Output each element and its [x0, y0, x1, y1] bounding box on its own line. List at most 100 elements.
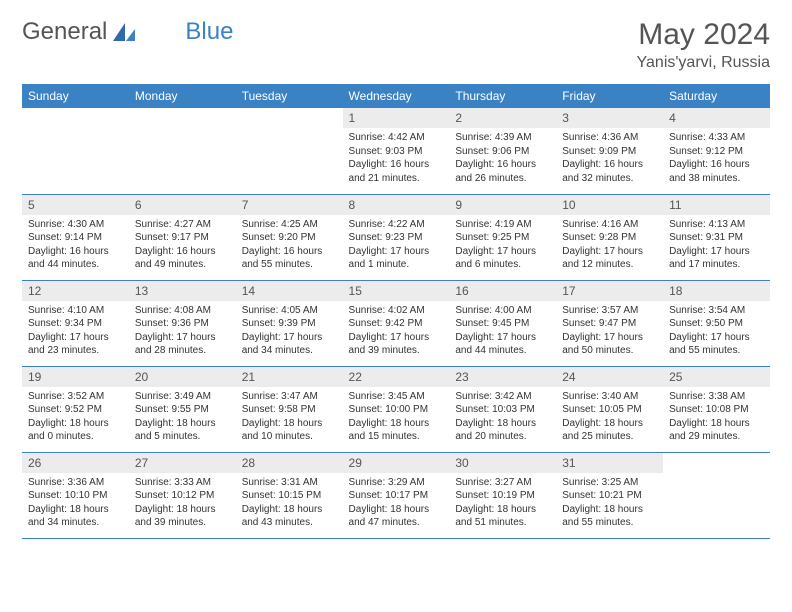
day-number: 7: [236, 195, 343, 215]
calendar-cell: 28Sunrise: 3:31 AMSunset: 10:15 PMDaylig…: [236, 452, 343, 538]
day-number: 9: [449, 195, 556, 215]
day-details: Sunrise: 4:42 AMSunset: 9:03 PMDaylight:…: [343, 128, 450, 189]
day-number: 29: [343, 453, 450, 473]
calendar-cell: 2Sunrise: 4:39 AMSunset: 9:06 PMDaylight…: [449, 108, 556, 194]
day-details: Sunrise: 3:31 AMSunset: 10:15 PMDaylight…: [236, 473, 343, 534]
calendar-cell: [129, 108, 236, 194]
logo-text-2: Blue: [185, 18, 233, 46]
day-details: Sunrise: 4:10 AMSunset: 9:34 PMDaylight:…: [22, 301, 129, 362]
day-number: 30: [449, 453, 556, 473]
calendar-body: 1Sunrise: 4:42 AMSunset: 9:03 PMDaylight…: [22, 108, 770, 538]
day-number: 31: [556, 453, 663, 473]
day-number: 6: [129, 195, 236, 215]
calendar-cell: 21Sunrise: 3:47 AMSunset: 9:58 PMDayligh…: [236, 366, 343, 452]
calendar-cell: 19Sunrise: 3:52 AMSunset: 9:52 PMDayligh…: [22, 366, 129, 452]
day-details: Sunrise: 4:30 AMSunset: 9:14 PMDaylight:…: [22, 215, 129, 276]
day-details: Sunrise: 3:27 AMSunset: 10:19 PMDaylight…: [449, 473, 556, 534]
day-number: 22: [343, 367, 450, 387]
day-details: Sunrise: 3:54 AMSunset: 9:50 PMDaylight:…: [663, 301, 770, 362]
day-number: 28: [236, 453, 343, 473]
day-number: 11: [663, 195, 770, 215]
location: Yanis'yarvi, Russia: [637, 54, 770, 72]
day-details: Sunrise: 4:08 AMSunset: 9:36 PMDaylight:…: [129, 301, 236, 362]
calendar-cell: 18Sunrise: 3:54 AMSunset: 9:50 PMDayligh…: [663, 280, 770, 366]
calendar-cell: 23Sunrise: 3:42 AMSunset: 10:03 PMDaylig…: [449, 366, 556, 452]
day-details: Sunrise: 4:02 AMSunset: 9:42 PMDaylight:…: [343, 301, 450, 362]
calendar-cell: 15Sunrise: 4:02 AMSunset: 9:42 PMDayligh…: [343, 280, 450, 366]
day-details: Sunrise: 3:57 AMSunset: 9:47 PMDaylight:…: [556, 301, 663, 362]
calendar-week: 1Sunrise: 4:42 AMSunset: 9:03 PMDaylight…: [22, 108, 770, 194]
calendar-cell: [236, 108, 343, 194]
weekday-header: Monday: [129, 84, 236, 108]
day-number: 14: [236, 281, 343, 301]
day-number: 4: [663, 108, 770, 128]
calendar-cell: 30Sunrise: 3:27 AMSunset: 10:19 PMDaylig…: [449, 452, 556, 538]
calendar-cell: [663, 452, 770, 538]
day-number: 24: [556, 367, 663, 387]
day-details: Sunrise: 3:36 AMSunset: 10:10 PMDaylight…: [22, 473, 129, 534]
calendar-cell: 11Sunrise: 4:13 AMSunset: 9:31 PMDayligh…: [663, 194, 770, 280]
calendar-week: 12Sunrise: 4:10 AMSunset: 9:34 PMDayligh…: [22, 280, 770, 366]
day-number: 18: [663, 281, 770, 301]
day-details: Sunrise: 4:05 AMSunset: 9:39 PMDaylight:…: [236, 301, 343, 362]
day-details: Sunrise: 4:00 AMSunset: 9:45 PMDaylight:…: [449, 301, 556, 362]
weekday-row: SundayMondayTuesdayWednesdayThursdayFrid…: [22, 84, 770, 108]
weekday-header: Saturday: [663, 84, 770, 108]
calendar-cell: 27Sunrise: 3:33 AMSunset: 10:12 PMDaylig…: [129, 452, 236, 538]
day-number: 12: [22, 281, 129, 301]
day-details: Sunrise: 3:45 AMSunset: 10:00 PMDaylight…: [343, 387, 450, 448]
day-number: 3: [556, 108, 663, 128]
calendar-cell: 25Sunrise: 3:38 AMSunset: 10:08 PMDaylig…: [663, 366, 770, 452]
calendar-cell: 6Sunrise: 4:27 AMSunset: 9:17 PMDaylight…: [129, 194, 236, 280]
calendar-cell: 8Sunrise: 4:22 AMSunset: 9:23 PMDaylight…: [343, 194, 450, 280]
day-details: Sunrise: 3:38 AMSunset: 10:08 PMDaylight…: [663, 387, 770, 448]
day-number: 5: [22, 195, 129, 215]
day-number: 8: [343, 195, 450, 215]
calendar-week: 26Sunrise: 3:36 AMSunset: 10:10 PMDaylig…: [22, 452, 770, 538]
calendar-cell: [22, 108, 129, 194]
calendar-cell: 12Sunrise: 4:10 AMSunset: 9:34 PMDayligh…: [22, 280, 129, 366]
day-number: 26: [22, 453, 129, 473]
calendar-cell: 22Sunrise: 3:45 AMSunset: 10:00 PMDaylig…: [343, 366, 450, 452]
calendar: SundayMondayTuesdayWednesdayThursdayFrid…: [22, 84, 770, 539]
day-details: Sunrise: 3:47 AMSunset: 9:58 PMDaylight:…: [236, 387, 343, 448]
day-number: 17: [556, 281, 663, 301]
day-number: 16: [449, 281, 556, 301]
calendar-week: 5Sunrise: 4:30 AMSunset: 9:14 PMDaylight…: [22, 194, 770, 280]
day-number: 20: [129, 367, 236, 387]
day-number: 13: [129, 281, 236, 301]
calendar-cell: 31Sunrise: 3:25 AMSunset: 10:21 PMDaylig…: [556, 452, 663, 538]
day-details: Sunrise: 4:22 AMSunset: 9:23 PMDaylight:…: [343, 215, 450, 276]
calendar-cell: 1Sunrise: 4:42 AMSunset: 9:03 PMDaylight…: [343, 108, 450, 194]
weekday-header: Wednesday: [343, 84, 450, 108]
day-details: Sunrise: 3:29 AMSunset: 10:17 PMDaylight…: [343, 473, 450, 534]
calendar-cell: 3Sunrise: 4:36 AMSunset: 9:09 PMDaylight…: [556, 108, 663, 194]
day-details: Sunrise: 4:19 AMSunset: 9:25 PMDaylight:…: [449, 215, 556, 276]
day-details: Sunrise: 3:25 AMSunset: 10:21 PMDaylight…: [556, 473, 663, 534]
weekday-header: Friday: [556, 84, 663, 108]
day-number: 21: [236, 367, 343, 387]
day-details: Sunrise: 3:49 AMSunset: 9:55 PMDaylight:…: [129, 387, 236, 448]
logo: General Blue: [22, 18, 233, 46]
weekday-header: Tuesday: [236, 84, 343, 108]
calendar-cell: 17Sunrise: 3:57 AMSunset: 9:47 PMDayligh…: [556, 280, 663, 366]
day-details: Sunrise: 4:25 AMSunset: 9:20 PMDaylight:…: [236, 215, 343, 276]
day-number: 10: [556, 195, 663, 215]
weekday-header: Sunday: [22, 84, 129, 108]
day-number: 2: [449, 108, 556, 128]
calendar-week: 19Sunrise: 3:52 AMSunset: 9:52 PMDayligh…: [22, 366, 770, 452]
calendar-cell: 20Sunrise: 3:49 AMSunset: 9:55 PMDayligh…: [129, 366, 236, 452]
day-number: 1: [343, 108, 450, 128]
logo-sail-icon: [111, 21, 137, 43]
calendar-head: SundayMondayTuesdayWednesdayThursdayFrid…: [22, 84, 770, 108]
day-details: Sunrise: 4:36 AMSunset: 9:09 PMDaylight:…: [556, 128, 663, 189]
day-details: Sunrise: 3:40 AMSunset: 10:05 PMDaylight…: [556, 387, 663, 448]
day-details: Sunrise: 3:33 AMSunset: 10:12 PMDaylight…: [129, 473, 236, 534]
logo-text-1: General: [22, 18, 107, 46]
calendar-cell: 10Sunrise: 4:16 AMSunset: 9:28 PMDayligh…: [556, 194, 663, 280]
day-number: 25: [663, 367, 770, 387]
day-number: 15: [343, 281, 450, 301]
day-number: 19: [22, 367, 129, 387]
calendar-cell: 7Sunrise: 4:25 AMSunset: 9:20 PMDaylight…: [236, 194, 343, 280]
day-number: 23: [449, 367, 556, 387]
